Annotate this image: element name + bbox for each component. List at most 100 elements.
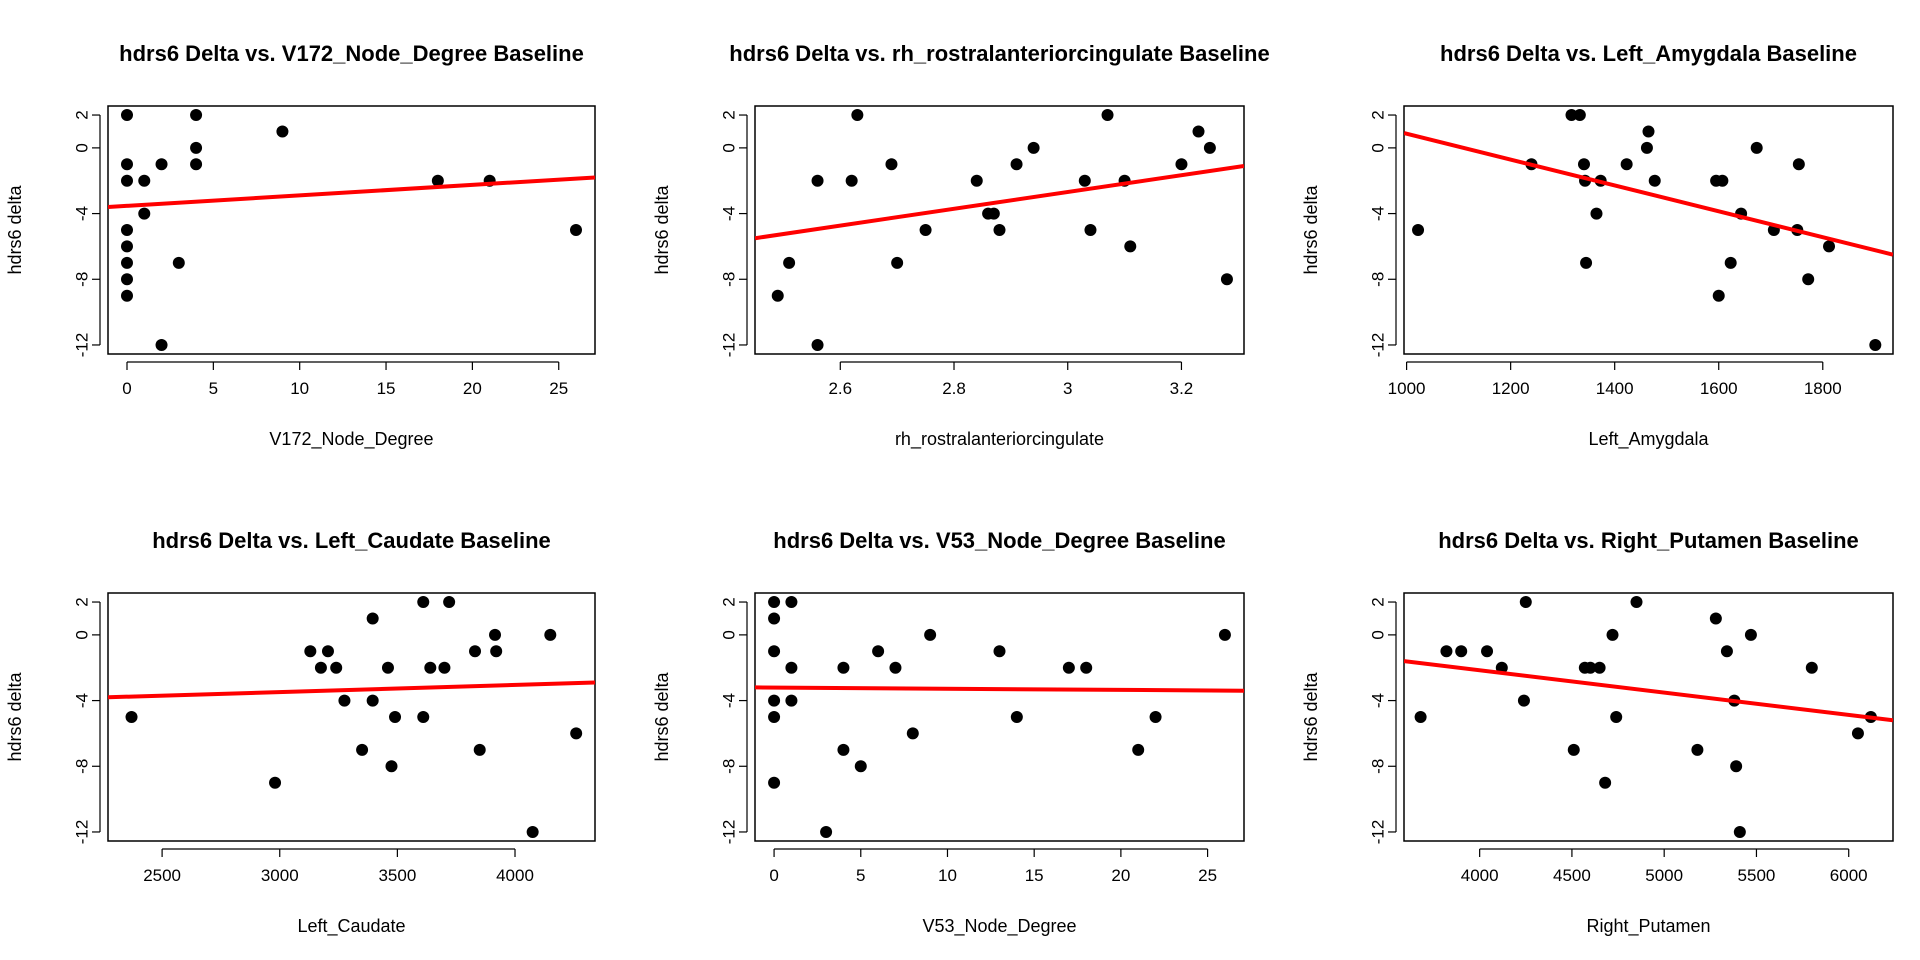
y-tick-label: 0 xyxy=(720,143,739,152)
x-tick-label: 15 xyxy=(1025,866,1044,885)
x-axis-label: Left_Amygdala xyxy=(1588,429,1709,450)
data-point xyxy=(321,645,334,658)
x-axis-label: Right_Putamen xyxy=(1586,916,1710,937)
data-point xyxy=(269,776,282,789)
y-tick-label: -12 xyxy=(73,820,92,845)
data-point xyxy=(785,694,798,707)
data-point xyxy=(1802,273,1815,286)
regression-line xyxy=(108,175,595,210)
data-point xyxy=(489,628,502,641)
data-point xyxy=(431,174,444,187)
data-point xyxy=(768,645,781,658)
panel-4: hdrs6 Delta vs. Left_Caudate Baseline 250… xyxy=(5,528,596,937)
y-axis-label: hdrs6 delta xyxy=(5,184,25,274)
data-point xyxy=(190,109,203,122)
data-point xyxy=(1691,743,1704,756)
data-point xyxy=(1733,825,1746,838)
data-point xyxy=(1080,661,1093,674)
data-point xyxy=(120,256,133,269)
data-point xyxy=(1567,743,1580,756)
data-point xyxy=(1630,596,1643,609)
x-tick-label: 25 xyxy=(549,379,568,398)
y-tick-label: -8 xyxy=(1369,759,1388,774)
data-point xyxy=(1455,645,1468,658)
data-point xyxy=(1750,141,1763,154)
data-point xyxy=(120,158,133,171)
data-point xyxy=(1412,224,1425,236)
data-point xyxy=(768,612,781,625)
data-point xyxy=(820,825,833,838)
data-point xyxy=(919,224,932,236)
x-tick-label: 1600 xyxy=(1700,379,1738,398)
data-point xyxy=(1869,338,1882,351)
data-point xyxy=(330,661,343,674)
y-tick-label: -4 xyxy=(720,206,739,221)
data-point xyxy=(1744,628,1757,641)
x-tick-label: 2500 xyxy=(143,866,181,885)
data-point xyxy=(1565,109,1578,122)
y-tick-label: -8 xyxy=(720,759,739,774)
data-point xyxy=(389,711,402,723)
y-axis-label: hdrs6 delta xyxy=(652,671,672,761)
regression-line xyxy=(755,685,1244,693)
x-tick-label: 5 xyxy=(209,379,218,398)
y-tick-label: -8 xyxy=(73,759,92,774)
y-tick-label: -12 xyxy=(720,820,739,845)
data-point xyxy=(1599,776,1612,789)
data-point xyxy=(443,596,456,609)
data-point xyxy=(1805,661,1818,674)
y-tick-label: 2 xyxy=(1369,597,1388,606)
y-tick-label: 2 xyxy=(73,597,92,606)
plot-frame xyxy=(107,592,596,842)
data-point xyxy=(1203,141,1216,154)
data-area xyxy=(755,596,1244,838)
data-point xyxy=(155,338,168,351)
data-point xyxy=(768,776,781,789)
data-point xyxy=(138,174,151,187)
x-tick-label: 1000 xyxy=(1388,379,1426,398)
data-point xyxy=(190,141,203,154)
data-point xyxy=(366,694,379,707)
x-tick-label: 5000 xyxy=(1645,866,1683,885)
data-point xyxy=(785,596,798,609)
x-tick-label: 4000 xyxy=(1461,866,1499,885)
data-point xyxy=(338,694,351,707)
panel-6: hdrs6 Delta vs. Right_Putamen Baseline 40… xyxy=(1301,528,1894,937)
data-point xyxy=(1192,125,1205,138)
y-tick-label: 0 xyxy=(1369,630,1388,639)
data-point xyxy=(970,174,983,187)
data-point xyxy=(1517,694,1530,707)
y-tick-label: -8 xyxy=(720,272,739,287)
x-axis-label: Left_Caudate xyxy=(297,916,405,937)
data-point xyxy=(1218,628,1231,641)
y-tick-label: -8 xyxy=(1369,272,1388,287)
regression-line xyxy=(755,163,1244,241)
data-point xyxy=(417,711,430,723)
x-tick-label: 2.8 xyxy=(942,379,966,398)
y-tick-label: -8 xyxy=(73,272,92,287)
y-tick-label: 0 xyxy=(73,143,92,152)
plot-frame xyxy=(754,105,1245,355)
regression-line xyxy=(108,680,595,700)
data-point xyxy=(993,224,1006,236)
y-tick-label: 2 xyxy=(720,110,739,119)
data-point xyxy=(1414,711,1427,723)
x-tick-label: 3500 xyxy=(378,866,416,885)
y-tick-label: -4 xyxy=(73,693,92,708)
data-area xyxy=(1404,109,1893,351)
data-point xyxy=(1709,612,1722,625)
data-point xyxy=(924,628,937,641)
y-tick-label: -12 xyxy=(1369,333,1388,358)
data-point xyxy=(771,289,784,302)
data-point xyxy=(120,109,133,122)
x-tick-label: 20 xyxy=(1111,866,1130,885)
data-point xyxy=(314,661,327,674)
data-point xyxy=(138,207,151,220)
data-point xyxy=(366,612,379,625)
data-point xyxy=(1220,273,1233,286)
data-point xyxy=(987,207,1000,220)
panel-5: hdrs6 Delta vs. V53_Node_Degree Baseline… xyxy=(652,528,1245,937)
data-point xyxy=(837,743,850,756)
x-tick-label: 1200 xyxy=(1492,379,1530,398)
data-point xyxy=(1132,743,1145,756)
